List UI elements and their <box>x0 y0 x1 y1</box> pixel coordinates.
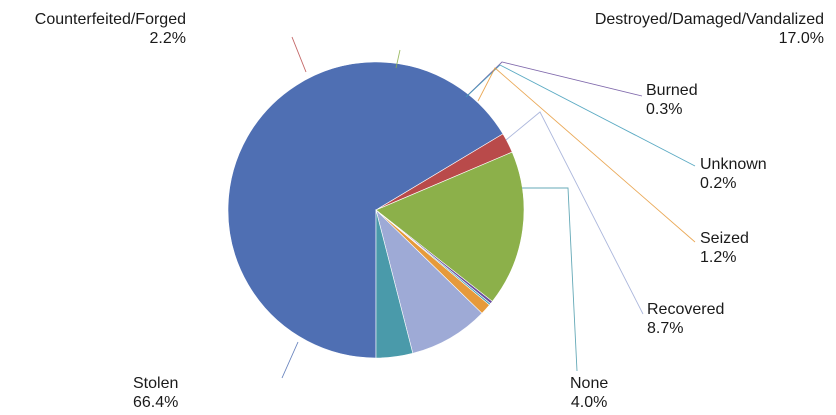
leader-line-unknown <box>465 64 696 167</box>
leader-line-none <box>522 187 578 372</box>
label-name: None <box>570 375 609 392</box>
pie-slice-stolen <box>227 61 504 359</box>
label-value: 17.0% <box>778 30 824 47</box>
leader-line-destroyed-damaged-vandalized <box>395 49 401 69</box>
label-value: 4.0% <box>570 394 608 411</box>
label-value: 0.2% <box>700 175 737 192</box>
leader-line-stolen <box>281 341 299 379</box>
leader-line-counterfeited-forged <box>291 36 307 73</box>
label-recovered: Recovered 8.7% <box>647 300 724 338</box>
label-value: 1.2% <box>700 249 737 266</box>
label-value: 2.2% <box>149 30 186 47</box>
label-destroyed-damaged-vandalized: Destroyed/Damaged/Vandalized 17.0% <box>595 10 824 48</box>
pie-slice-none <box>375 209 414 359</box>
label-name: Unknown <box>700 156 767 173</box>
label-name: Destroyed/Damaged/Vandalized <box>594 11 824 28</box>
leader-lines <box>281 36 696 379</box>
label-stolen: Stolen 66.4% <box>133 374 178 412</box>
label-value: 8.7% <box>647 320 684 337</box>
label-value: 0.3% <box>646 101 683 118</box>
label-burned: Burned 0.3% <box>646 81 698 119</box>
label-name: Seized <box>700 230 749 247</box>
label-name: Counterfeited/Forged <box>34 11 186 28</box>
label-name: Burned <box>646 82 698 99</box>
label-seized: Seized 1.2% <box>700 229 749 267</box>
label-name: Stolen <box>133 375 179 392</box>
pie-slices <box>227 61 525 359</box>
pie-slice-destroyed-damaged-vandalized <box>375 151 525 302</box>
leader-line-recovered <box>505 111 644 315</box>
label-none: None 4.0% <box>570 374 608 412</box>
leader-line-burned <box>467 61 643 97</box>
leader-line-seized <box>477 67 696 243</box>
label-unknown: Unknown 0.2% <box>700 155 767 193</box>
label-name: Recovered <box>647 301 725 318</box>
label-value: 66.4% <box>133 394 179 411</box>
label-counterfeited-forged: Counterfeited/Forged 2.2% <box>35 10 186 48</box>
